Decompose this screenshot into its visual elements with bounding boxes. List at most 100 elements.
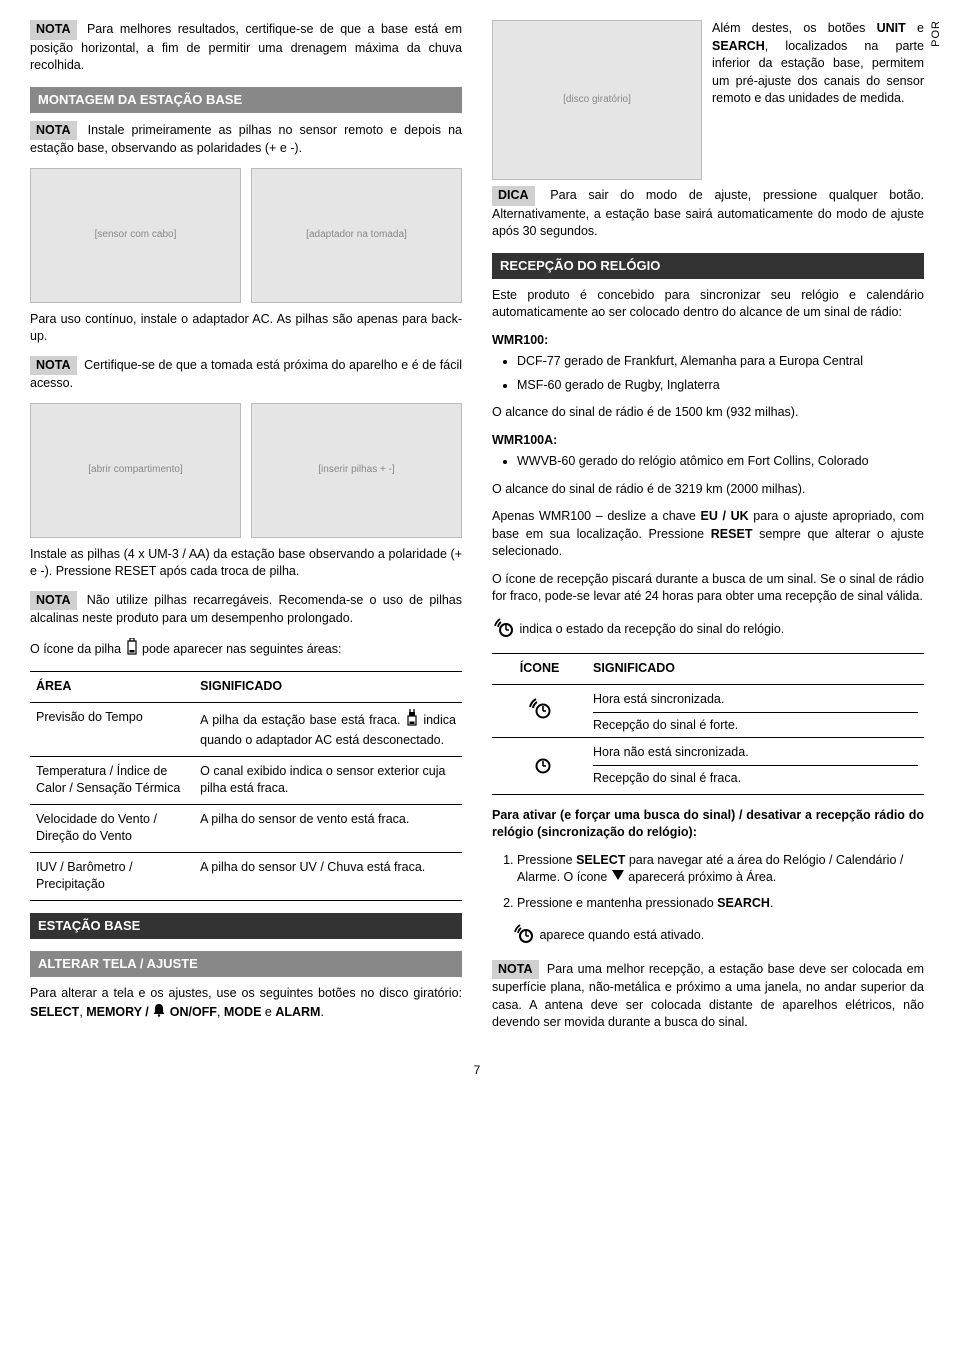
table-header-row: ÁREA SIGNIFICADO (30, 672, 462, 703)
paragraph: Este produto é concebido para sincroniza… (492, 287, 924, 322)
paragraph: O alcance do sinal de rádio é de 3219 km… (492, 481, 924, 499)
subheading: WMR100: (492, 332, 924, 350)
text: Certifique-se de que a tomada está próxi… (30, 358, 462, 391)
text-bold: SELECT (30, 1005, 79, 1019)
text: Pressione e mantenha pressionado (517, 896, 717, 910)
page-columns: NOTA Para melhores resultados, certifiqu… (30, 20, 924, 1042)
signal-weak-icon (527, 751, 553, 781)
text: aparece quando está ativado. (539, 928, 704, 942)
table-cell: Temperatura / Índice de Calor / Sensação… (30, 756, 194, 804)
table-cell: Hora está sincronizada. Recepção do sina… (587, 684, 924, 737)
paragraph: O alcance do sinal de rádio é de 1500 km… (492, 404, 924, 422)
text-bold: RESET (711, 527, 753, 541)
icon-table: ÍCONE SIGNIFICADO Hora está sincronizada… (492, 653, 924, 795)
paragraph: aparece quando está ativado. (492, 922, 924, 950)
image-placeholder: [adaptador na tomada] (251, 168, 462, 303)
text: pode aparecer nas seguintes áreas: (142, 642, 341, 656)
table-header: ÁREA (30, 672, 194, 703)
table-cell: A pilha do sensor de vento está fraca. (194, 804, 462, 852)
text: Não utilize pilhas recarregáveis. Recome… (30, 593, 462, 626)
signal-strong-icon (527, 696, 553, 726)
plug-battery-icon (405, 709, 419, 733)
text: indica o estado da recepção do sinal do … (519, 622, 784, 636)
signal-strong-icon (492, 616, 516, 644)
table-row: Previsão do Tempo A pilha da estação bas… (30, 702, 462, 756)
text: Pressione (517, 853, 576, 867)
text-bold: MEMORY / ON/OFF (86, 1005, 217, 1019)
paragraph: Apenas WMR100 – deslize a chave EU / UK … (492, 508, 924, 561)
paragraph: O ícone da pilha pode aparecer nas segui… (30, 638, 462, 662)
paragraph-bold: Para ativar (e forçar uma busca do sinal… (492, 807, 924, 842)
paragraph: Instale as pilhas (4 x UM-3 / AA) da est… (30, 546, 462, 581)
nota-paragraph: NOTA Certifique-se de que a tomada está … (30, 356, 462, 393)
paragraph: Para alterar a tela e os ajustes, use os… (30, 985, 462, 1022)
paragraph: Para uso contínuo, instale o adaptador A… (30, 311, 462, 346)
list-item: Pressione e mantenha pressionado SEARCH. (517, 895, 924, 913)
nota-label: NOTA (30, 121, 77, 141)
table-cell-icon (492, 684, 587, 737)
dica-paragraph: DICA Para sair do modo de ajuste, pressi… (492, 186, 924, 241)
text: Para sair do modo de ajuste, pressione q… (492, 188, 924, 238)
text-bold: SEARCH (717, 896, 770, 910)
text: Instale primeiramente as pilhas no senso… (30, 123, 462, 156)
text: aparecerá próximo à Área. (625, 870, 776, 884)
text: Recepção do sinal é forte. (593, 717, 918, 735)
text-bold: EU / UK (700, 509, 748, 523)
text: . (770, 896, 773, 910)
text: Hora não está sincronizada. (593, 744, 918, 767)
section-header: ALTERAR TELA / AJUSTE (30, 951, 462, 977)
nota-paragraph: NOTA Não utilize pilhas recarregáveis. R… (30, 591, 462, 628)
image-placeholder: [inserir pilhas + -] (251, 403, 462, 538)
text: Para melhores resultados, certifique-se … (30, 22, 462, 72)
table-header-row: ÍCONE SIGNIFICADO (492, 654, 924, 685)
text: Hora está sincronizada. (593, 691, 918, 714)
image-placeholder: [abrir compartimento] (30, 403, 241, 538)
image-row: [sensor com cabo] [adaptador na tomada] (30, 168, 462, 303)
table-cell: O canal exibido indica o sensor exterior… (194, 756, 462, 804)
nota-paragraph: NOTA Instale primeiramente as pilhas no … (30, 121, 462, 158)
right-column: [disco giratório] Além destes, os botões… (492, 20, 924, 1042)
list-item: Pressione SELECT para navegar até a área… (517, 852, 924, 887)
side-tab: POR (929, 20, 944, 47)
page-number: 7 (30, 1062, 924, 1079)
section-header: ESTAÇÃO BASE (30, 913, 462, 939)
table-cell: IUV / Barômetro / Precipitação (30, 852, 194, 900)
table-cell: A pilha do sensor UV / Chuva está fraca. (194, 852, 462, 900)
table-cell: Hora não está sincronizada. Recepção do … (587, 737, 924, 794)
bullet-list: WWVB-60 gerado do relógio atômico em For… (492, 453, 924, 471)
table-row: Temperatura / Índice de Calor / Sensação… (30, 756, 462, 804)
text: . (320, 1005, 323, 1019)
text-bold: SEARCH (712, 39, 765, 53)
section-header: RECEPÇÃO DO RELÓGIO (492, 253, 924, 279)
nota-label: NOTA (30, 356, 77, 376)
table-header: ÍCONE (492, 654, 587, 685)
signal-strong-icon (512, 922, 536, 950)
text-bold: UNIT (877, 21, 906, 35)
text: Para uma melhor recepção, a estação base… (492, 962, 924, 1030)
text-bold: SELECT (576, 853, 625, 867)
table-cell-icon (492, 737, 587, 794)
text-bold: MODE (224, 1005, 262, 1019)
nota-label: NOTA (492, 960, 539, 980)
text: Para alterar a tela e os ajustes, use os… (30, 986, 462, 1000)
text: Além destes, os botões (712, 21, 877, 35)
nota-label: NOTA (30, 591, 77, 611)
text: Apenas WMR100 – deslize a chave (492, 509, 700, 523)
dica-label: DICA (492, 186, 535, 206)
subheading: WMR100A: (492, 432, 924, 450)
table-row: Hora não está sincronizada. Recepção do … (492, 737, 924, 794)
table-header: SIGNIFICADO (194, 672, 462, 703)
paragraph: indica o estado da recepção do sinal do … (492, 616, 924, 644)
bullet-list: DCF-77 gerado de Frankfurt, Alemanha par… (492, 353, 924, 394)
table-row: Velocidade do Vento / Direção do Vento A… (30, 804, 462, 852)
text: , (217, 1005, 224, 1019)
image-row: [abrir compartimento] [inserir pilhas + … (30, 403, 462, 538)
nota-paragraph: NOTA Para melhores resultados, certifiqu… (30, 20, 462, 75)
text: O ícone da pilha (30, 642, 121, 656)
list-item: DCF-77 gerado de Frankfurt, Alemanha par… (517, 353, 924, 371)
list-item: MSF-60 gerado de Rugby, Inglaterra (517, 377, 924, 395)
paragraph: O ícone de recepção piscará durante a bu… (492, 571, 924, 606)
text: Recepção do sinal é fraca. (593, 770, 918, 788)
text-bold: ALARM (275, 1005, 320, 1019)
nota-paragraph: NOTA Para uma melhor recepção, a estação… (492, 960, 924, 1032)
